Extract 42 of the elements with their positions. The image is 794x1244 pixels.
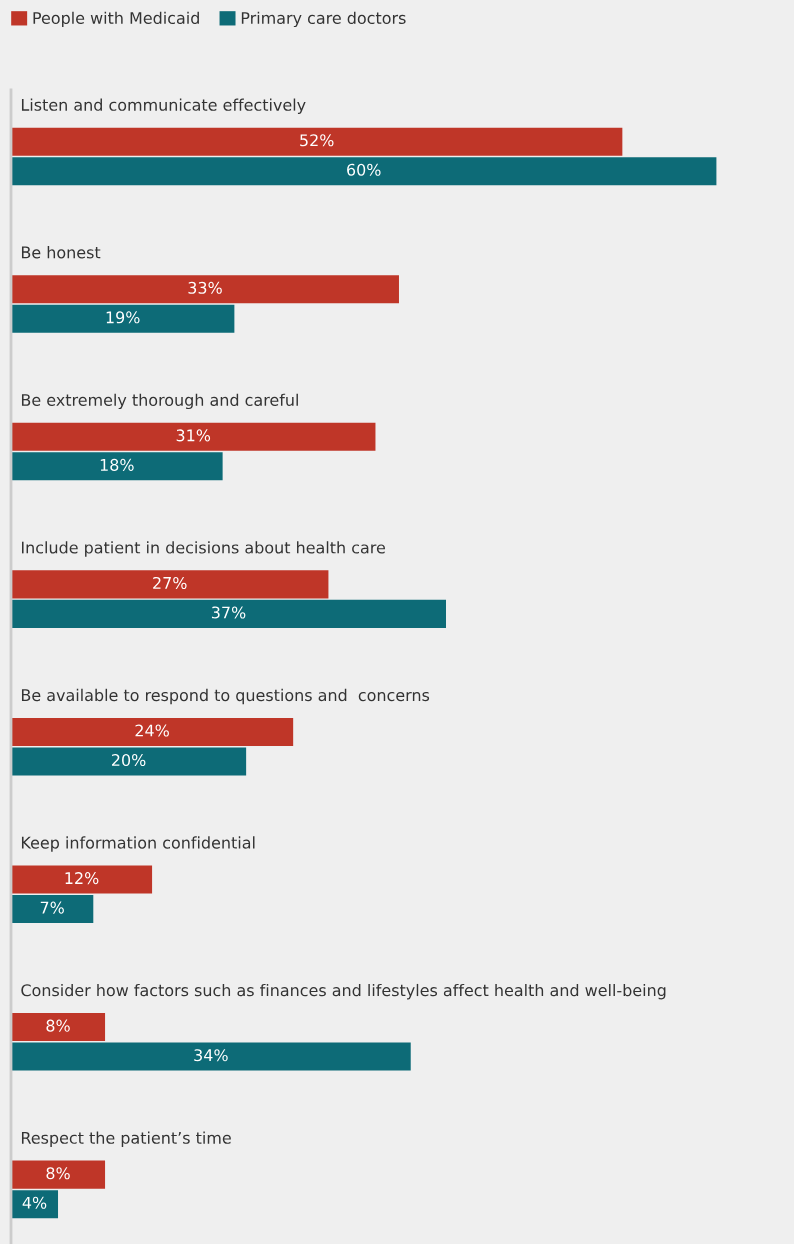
y-tick-label: Be available to respond to questions and concerns: [21, 688, 430, 705]
data-label: 24%: [135, 724, 169, 737]
data-label: 8%: [46, 1167, 70, 1180]
data-label: 31%: [176, 429, 211, 442]
data-label: 20%: [111, 754, 146, 767]
bar: [11, 1042, 411, 1071]
legend-label: People with Medicaid: [33, 11, 199, 28]
bar: [11, 304, 235, 333]
data-label: 52%: [300, 134, 334, 147]
data-label: 8%: [46, 1019, 70, 1032]
data-label: 4%: [22, 1196, 47, 1209]
bar: [11, 275, 399, 304]
data-label: 33%: [188, 281, 222, 294]
bar: [11, 452, 223, 481]
data-label: 27%: [153, 576, 187, 589]
data-label: 19%: [106, 311, 140, 324]
y-tick-label: Be extremely thorough and careful: [21, 393, 298, 410]
data-label: 37%: [211, 606, 246, 619]
data-label: 60%: [347, 163, 381, 176]
bar: [11, 865, 153, 894]
bar: [11, 599, 446, 628]
bar: [11, 157, 717, 186]
y-tick-label: Include patient in decisions about health care: [21, 541, 385, 557]
bar: [11, 717, 294, 746]
y-tick-label: Be honest: [21, 246, 101, 259]
bar: [11, 895, 94, 924]
legend-label: Primary care doctors: [241, 11, 406, 28]
y-tick-label: Listen and communicate effectively: [21, 98, 306, 114]
bar: [11, 1190, 59, 1219]
bar: [11, 127, 623, 156]
bar: [11, 1013, 106, 1042]
data-label: 12%: [65, 872, 99, 885]
y-tick-label: Respect the patient’s time: [21, 1131, 231, 1147]
bar: [11, 1160, 106, 1189]
data-label: 7%: [40, 901, 64, 914]
y-tick-label: Consider how factors such as finances and lifestyles affect health and well-being: [21, 983, 666, 1000]
data-label: 34%: [194, 1049, 228, 1062]
bar: [11, 747, 247, 776]
bar: [11, 570, 329, 599]
y-tick-label: Keep information confidential: [21, 836, 255, 852]
bar: [11, 422, 376, 451]
data-label: 18%: [100, 458, 134, 471]
